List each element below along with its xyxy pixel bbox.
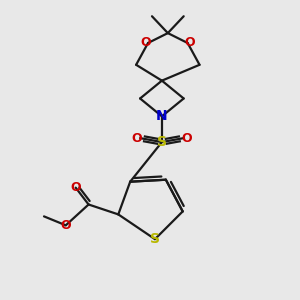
Text: O: O: [132, 132, 142, 145]
Text: O: O: [70, 181, 81, 194]
Text: O: O: [61, 219, 71, 232]
Text: O: O: [184, 37, 195, 50]
Text: O: O: [181, 132, 192, 145]
Text: S: S: [150, 232, 160, 246]
Text: S: S: [157, 135, 167, 149]
Text: O: O: [141, 37, 151, 50]
Text: N: N: [156, 109, 168, 123]
